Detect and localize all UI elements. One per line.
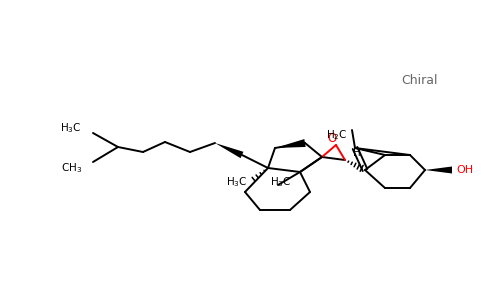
Text: H$_3$C: H$_3$C	[227, 175, 248, 189]
Text: OH: OH	[456, 165, 473, 175]
Text: H$_2$C: H$_2$C	[326, 128, 348, 142]
Text: H: H	[353, 148, 361, 158]
Polygon shape	[215, 143, 243, 158]
Text: H$_3$C: H$_3$C	[60, 121, 82, 135]
Polygon shape	[425, 167, 452, 173]
Polygon shape	[275, 139, 306, 148]
Text: Chiral: Chiral	[402, 74, 438, 86]
Text: H$_3$C: H$_3$C	[270, 175, 291, 189]
Text: CH$_3$: CH$_3$	[61, 161, 82, 175]
Text: O: O	[327, 133, 337, 146]
